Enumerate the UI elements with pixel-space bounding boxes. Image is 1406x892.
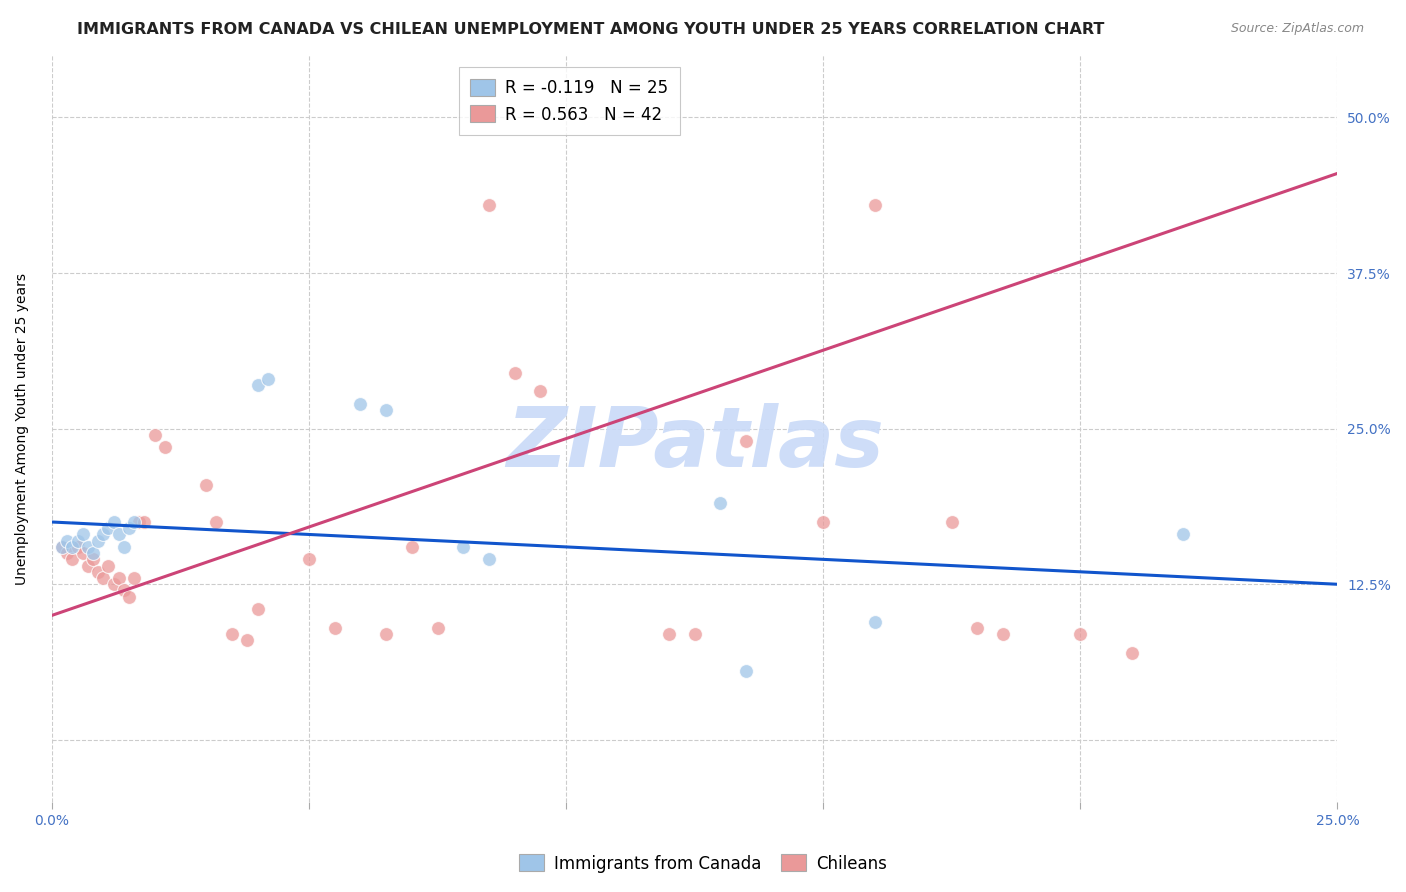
Point (257, 372, 280, 386)
Point (375, 627, 398, 641)
Point (195, 477, 218, 491)
Point (811, 515, 834, 529)
Point (221, 627, 243, 641)
Point (103, 577, 125, 591)
Point (128, 515, 150, 529)
Point (863, 197, 886, 211)
Point (1069, 627, 1091, 641)
Point (529, 384, 551, 399)
Point (323, 621, 346, 635)
Point (863, 615, 886, 629)
Point (77, 540, 100, 554)
Text: Source: ZipAtlas.com: Source: ZipAtlas.com (1230, 22, 1364, 36)
Point (966, 621, 988, 635)
Point (56, 546, 79, 560)
Point (97, 558, 120, 573)
Text: ZIPatlas: ZIPatlas (506, 403, 883, 484)
Point (87, 533, 110, 548)
Point (72, 527, 94, 541)
Point (246, 602, 269, 616)
Point (426, 621, 449, 635)
Point (56, 533, 79, 548)
Text: IMMIGRANTS FROM CANADA VS CHILEAN UNEMPLOYMENT AMONG YOUTH UNDER 25 YEARS CORREL: IMMIGRANTS FROM CANADA VS CHILEAN UNEMPL… (77, 22, 1105, 37)
Point (77, 558, 100, 573)
Point (478, 552, 501, 566)
Point (51, 540, 73, 554)
Point (401, 540, 423, 554)
Point (709, 496, 731, 510)
Point (82, 552, 104, 566)
Point (375, 403, 398, 417)
Point (298, 552, 321, 566)
Point (62, 552, 84, 566)
Point (143, 428, 166, 442)
Point (941, 515, 963, 529)
Point (118, 521, 141, 535)
Point (991, 627, 1014, 641)
Point (103, 515, 125, 529)
Point (658, 627, 681, 641)
Point (107, 527, 129, 541)
Point (503, 366, 526, 380)
Point (735, 665, 758, 679)
Point (153, 440, 176, 454)
Legend: R = -0.119   N = 25, R = 0.563   N = 42: R = -0.119 N = 25, R = 0.563 N = 42 (458, 67, 681, 136)
Point (118, 590, 141, 604)
Point (349, 397, 371, 411)
Point (1171, 527, 1194, 541)
Point (66, 533, 89, 548)
Point (72, 546, 94, 560)
Point (91, 571, 114, 585)
Point (122, 571, 145, 585)
Point (1121, 646, 1143, 660)
Point (478, 197, 501, 211)
Y-axis label: Unemployment Among Youth under 25 years: Unemployment Among Youth under 25 years (15, 273, 30, 584)
Point (451, 540, 474, 554)
Point (246, 378, 269, 392)
Point (87, 565, 110, 579)
Point (97, 521, 120, 535)
Point (112, 540, 135, 554)
Point (112, 583, 135, 598)
Point (82, 546, 104, 560)
Point (62, 540, 84, 554)
Point (107, 571, 129, 585)
Point (683, 627, 706, 641)
Point (66, 540, 89, 554)
Point (51, 540, 73, 554)
Point (205, 515, 228, 529)
Point (236, 633, 259, 648)
Point (122, 515, 145, 529)
Point (735, 434, 758, 448)
Point (91, 527, 114, 541)
Point (134, 515, 156, 529)
Legend: Immigrants from Canada, Chileans: Immigrants from Canada, Chileans (512, 847, 894, 880)
